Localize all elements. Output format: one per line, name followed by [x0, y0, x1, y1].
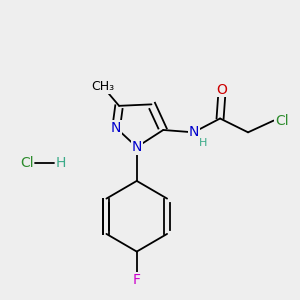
- Text: N: N: [111, 121, 121, 135]
- Text: F: F: [133, 273, 141, 286]
- Text: O: O: [217, 82, 228, 97]
- Text: CH₃: CH₃: [91, 80, 115, 93]
- Text: H: H: [199, 138, 207, 148]
- Text: Cl: Cl: [20, 156, 33, 170]
- Text: N: N: [132, 140, 142, 154]
- Text: Cl: Cl: [275, 114, 289, 128]
- Text: N: N: [188, 125, 199, 139]
- Text: H: H: [56, 156, 66, 170]
